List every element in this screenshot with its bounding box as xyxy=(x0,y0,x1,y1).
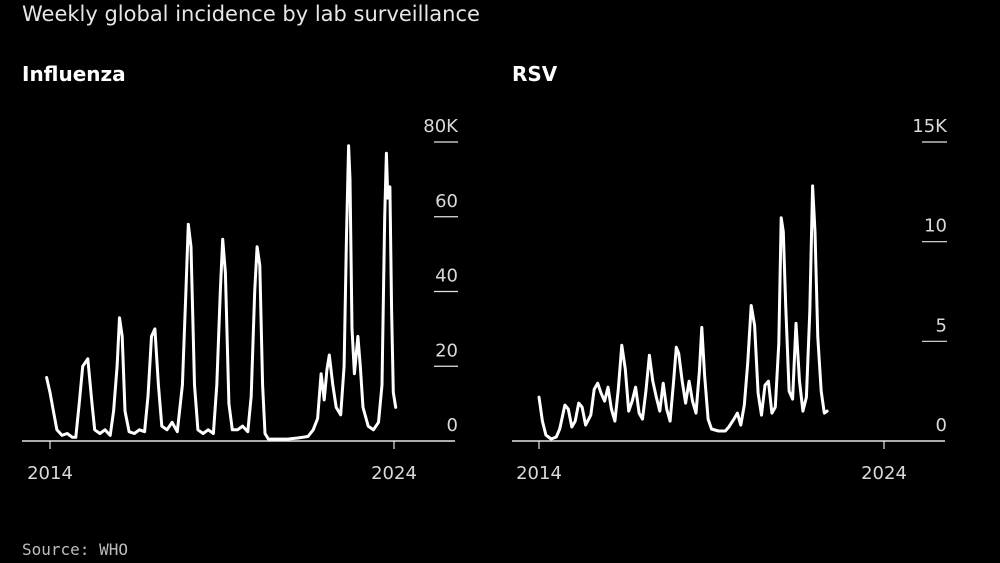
y-tick-label-rsv-0: 0 xyxy=(936,415,947,436)
chart-panel-influenza: 0 20 40 60 80K 2014 2024 xyxy=(22,116,459,484)
y-tick-label-influenza-2: 40 xyxy=(435,266,458,287)
y-tick-label-influenza-1: 20 xyxy=(435,340,458,361)
x-tick-label-rsv-0: 2014 xyxy=(516,463,562,484)
series-line-rsv-0 xyxy=(537,184,829,441)
source-note: Source: WHO xyxy=(22,540,128,559)
y-tick-label-rsv-2: 10 xyxy=(924,216,947,237)
x-tick-label-influenza-1: 2024 xyxy=(371,463,417,484)
x-tick-label-influenza-0: 2014 xyxy=(27,463,73,484)
panel-title-influenza: Influenza xyxy=(22,62,126,86)
y-tick-label-influenza-4: 80K xyxy=(423,116,459,137)
y-tick-label-rsv-3: 15K xyxy=(912,116,948,137)
y-tick-label-rsv-1: 5 xyxy=(936,315,947,336)
chart-panel-rsv: 0 5 10 15K 2014 2024 xyxy=(512,116,948,484)
x-tick-label-rsv-1: 2024 xyxy=(861,463,907,484)
y-tick-label-influenza-0: 0 xyxy=(447,415,458,436)
series-line-influenza-0 xyxy=(45,144,398,441)
panel-title-rsv: RSV xyxy=(512,62,558,86)
page-title: Weekly global incidence by lab surveilla… xyxy=(22,2,480,26)
y-tick-label-influenza-3: 60 xyxy=(435,191,458,212)
